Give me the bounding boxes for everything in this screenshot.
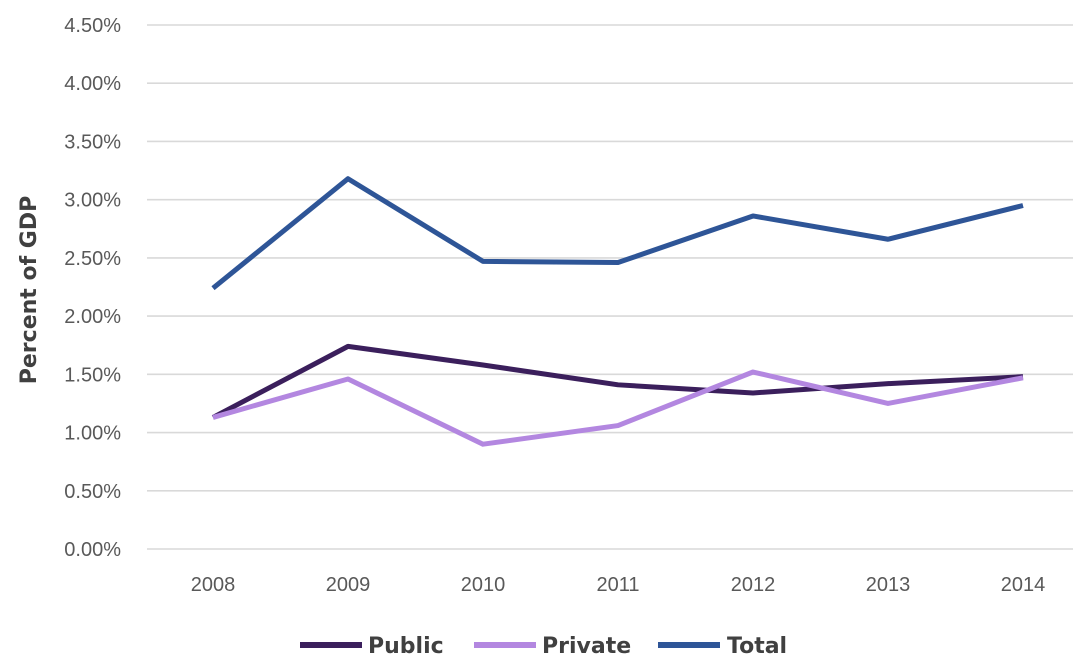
- series-line-private: [212, 369, 1024, 447]
- y-tick-label: 0.00%: [64, 539, 121, 561]
- y-tick-label: 1.00%: [64, 423, 121, 445]
- y-tick-label: 4.50%: [64, 15, 121, 37]
- y-tick-label: 2.50%: [64, 248, 121, 270]
- y-tick-label: 3.00%: [64, 190, 121, 212]
- y-tick-label: 3.50%: [64, 131, 121, 153]
- legend-label-public: Public: [368, 634, 444, 658]
- gridlines: [147, 24, 1073, 550]
- x-axis-ticks: 2008 2009 2010 2011 2012 2013 2014: [191, 574, 1046, 596]
- legend-label-private: Private: [542, 634, 631, 658]
- x-tick-label: 2013: [866, 574, 911, 596]
- y-tick-label: 4.00%: [64, 73, 121, 95]
- y-axis-ticks: 0.00% 0.50% 1.00% 1.50% 2.00% 2.50% 3.00% 3.50%…: [64, 15, 121, 561]
- y-axis-label: Percent of GDP: [17, 196, 42, 384]
- y-tick-label: 2.00%: [64, 306, 121, 328]
- x-tick-label: 2012: [731, 574, 776, 596]
- legend-label-total: Total: [727, 634, 787, 658]
- x-tick-label: 2014: [1001, 574, 1046, 596]
- y-tick-label: 0.50%: [64, 481, 121, 503]
- y-tick-label: 1.50%: [64, 364, 121, 386]
- series-line-total: [211, 176, 1024, 291]
- x-tick-label: 2011: [596, 574, 639, 596]
- legend: Public Private Total: [300, 634, 787, 658]
- x-tick-label: 2010: [461, 574, 506, 596]
- series-lines: [211, 176, 1024, 447]
- x-tick-label: 2009: [326, 574, 371, 596]
- x-tick-label: 2008: [191, 574, 236, 596]
- series-line-public: [211, 343, 1024, 420]
